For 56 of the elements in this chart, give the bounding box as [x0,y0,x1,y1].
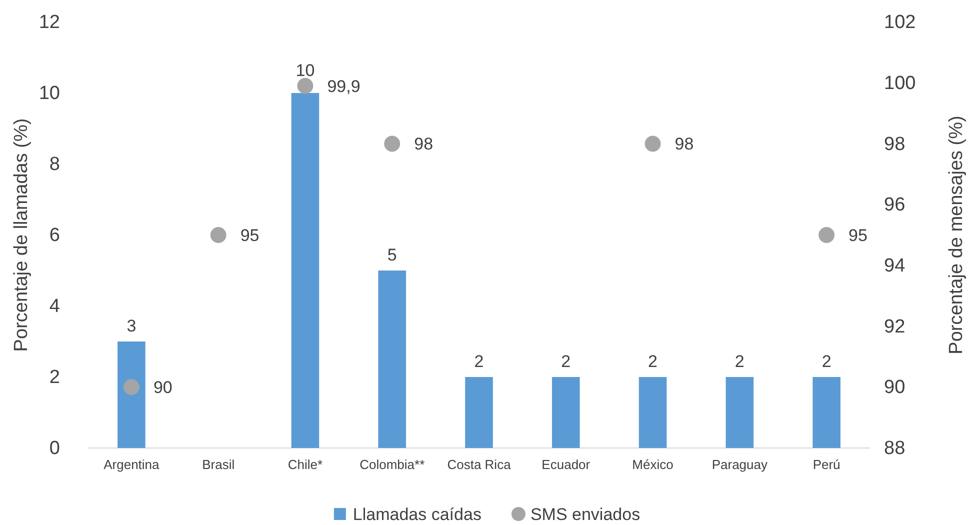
bar [638,377,667,448]
y2-tick-label: 96 [884,194,906,216]
y2-tick-label: 102 [884,12,916,34]
data-label: 90 [153,378,172,398]
y-tick-label: 12 [38,12,60,34]
data-label: 98 [414,134,434,154]
y-tick-label: 8 [49,154,60,176]
x-tick-label: Chile* [288,457,323,472]
data-label: 2 [822,352,832,371]
point [123,379,140,396]
data-label: 3 [126,316,136,336]
y-tick-label: 6 [49,225,60,246]
x-tick-label: Ecuador [542,457,591,472]
bar [291,93,320,448]
point [384,136,400,152]
bar [465,377,493,448]
y2-tick-label: 100 [884,72,916,94]
y2-axis-title: Porcentaje de mensajes (%) [946,116,967,354]
data-label: 5 [387,246,397,264]
y2-tick-label: 94 [884,256,906,277]
y-tick-label: 0 [49,438,60,460]
bar [812,377,840,448]
y-axis-title: Porcentaje de llamadas (%) [11,118,32,352]
bar [726,377,754,448]
data-label: 95 [240,226,260,245]
y2-tick-label: 88 [884,438,906,460]
point [297,78,314,94]
bar [552,377,580,448]
x-tick-label: Perú [812,457,840,472]
data-label: 2 [734,352,744,371]
legend-label: Llamadas caídas [352,505,482,524]
y2-tick-label: 90 [884,377,906,398]
y2-tick-label: 92 [884,316,906,338]
point [818,227,835,243]
x-tick-label: Argentina [104,457,160,472]
legend-label: SMS enviados [530,505,640,524]
point [644,136,661,152]
data-label: 2 [561,352,571,371]
x-tick-label: Costa Rica [447,457,512,472]
data-label: 99,9 [327,76,360,96]
data-label: 2 [474,352,484,371]
bar [118,342,146,448]
data-label: 2 [648,352,658,371]
y-tick-label: 10 [38,83,60,104]
x-tick-label: Paraguay [712,457,768,472]
data-label: 98 [674,134,694,154]
point [210,227,226,243]
y-tick-label: 4 [49,296,60,318]
x-tick-label: México [632,457,674,472]
data-label: 10 [296,60,315,80]
y-tick-label: 2 [49,367,60,388]
x-tick-label: Colombia** [360,457,425,472]
bar [378,270,406,448]
y2-tick-label: 98 [884,134,906,155]
x-tick-label: Brasil [202,457,235,472]
data-label: 95 [848,226,868,245]
